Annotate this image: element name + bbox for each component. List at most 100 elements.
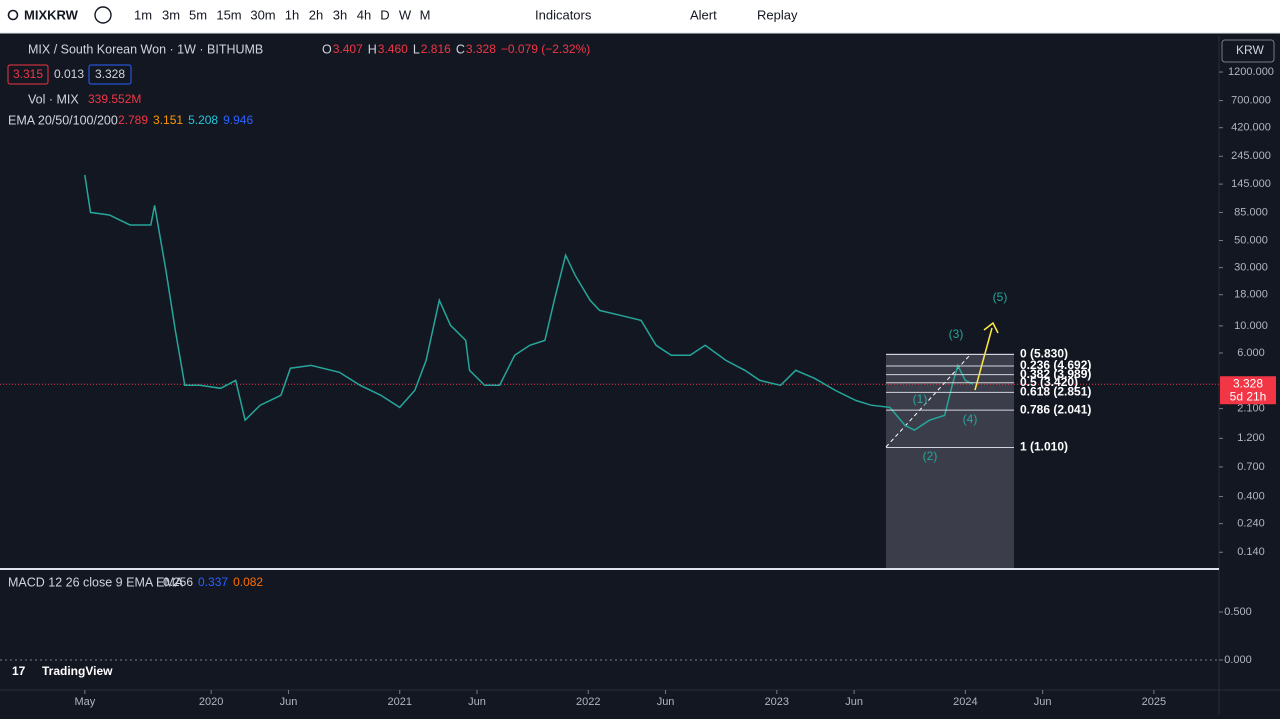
- y-tick-label: 10.000: [1234, 320, 1268, 332]
- ema-value: 3.151: [153, 113, 183, 127]
- price-line: [84, 174, 974, 431]
- macd-value: 0.256: [163, 575, 193, 589]
- ema-label: EMA 20/50/100/200: [8, 113, 118, 127]
- search-icon[interactable]: [7, 9, 19, 21]
- interval[interactable]: W: [399, 7, 412, 22]
- y-tick-label: 1200.000: [1228, 66, 1274, 78]
- countdown: 5d 21h: [1230, 389, 1267, 403]
- ohlc-key: O: [322, 42, 332, 56]
- currency-box[interactable]: [1221, 39, 1275, 63]
- y-tick-label: 0.400: [1237, 490, 1265, 502]
- wave-label: (1): [913, 392, 928, 406]
- ask: 3.328: [95, 67, 125, 81]
- ohlc-value: 2.816: [421, 42, 451, 56]
- ask-box[interactable]: [88, 64, 132, 85]
- interval[interactable]: 5m: [189, 7, 207, 22]
- bid-box[interactable]: [7, 64, 49, 85]
- fib-label: 1 (1.010): [1020, 440, 1068, 454]
- ohlc-value: 3.460: [378, 42, 408, 56]
- wave-label: (5): [993, 290, 1008, 304]
- fib-label: 0.382 (3.989): [1020, 367, 1091, 381]
- fib-label: 0.236 (4.692): [1020, 358, 1091, 372]
- alert-button[interactable]: Alert: [690, 7, 717, 22]
- currency[interactable]: KRW: [1236, 43, 1264, 57]
- interval[interactable]: D: [380, 7, 389, 22]
- macd-value: 0.337: [198, 575, 228, 589]
- ema-value: 9.946: [223, 113, 253, 127]
- macd-tick-label: 0.000: [1224, 654, 1252, 666]
- y-tick-label: 0.700: [1237, 461, 1265, 473]
- ohlc-value: 3.407: [333, 42, 363, 56]
- x-tick-label: Jun: [280, 696, 298, 708]
- x-tick-label: 2024: [953, 696, 977, 708]
- wave-label: (4): [963, 412, 978, 426]
- logo: TradingView: [42, 664, 113, 678]
- spread: 0.013: [54, 67, 84, 81]
- last-price-label: 3.328: [1233, 376, 1263, 390]
- volume-label: Vol · MIX: [28, 92, 79, 106]
- y-tick-label: 145.000: [1231, 178, 1271, 190]
- x-tick-label: May: [74, 696, 95, 708]
- y-tick-label: 30.000: [1234, 262, 1268, 274]
- volume-value: 339.552M: [88, 92, 141, 106]
- x-tick-label: Jun: [468, 696, 486, 708]
- fib-box: [886, 353, 1014, 568]
- y-tick-label: 50.000: [1234, 234, 1268, 246]
- logo-mark: 17: [12, 664, 26, 678]
- arrow-head: [983, 321, 999, 334]
- replay-button[interactable]: Replay: [757, 7, 798, 22]
- x-tick-label: Jun: [1034, 696, 1052, 708]
- toolbar: [0, 0, 1280, 33]
- y-tick-label: 6.000: [1237, 347, 1265, 359]
- chart-symbol-title: MIX / South Korean Won · 1W · BITHUMB: [28, 42, 263, 56]
- macd-value: 0.082: [233, 575, 263, 589]
- x-tick-label: Jun: [845, 696, 863, 708]
- interval[interactable]: 30m: [250, 7, 275, 22]
- interval[interactable]: 4h: [357, 7, 371, 22]
- y-tick-label: 700.000: [1231, 95, 1271, 107]
- x-tick-label: 2021: [387, 696, 411, 708]
- ohlc-value: 3.328: [466, 42, 496, 56]
- x-tick-label: 2020: [199, 696, 223, 708]
- indicators-button[interactable]: Indicators: [535, 7, 592, 22]
- interval[interactable]: 1m: [134, 7, 152, 22]
- x-tick-label: Jun: [657, 696, 675, 708]
- change: −0.079 (−2.32%): [501, 42, 590, 56]
- x-tick-label: 2023: [765, 696, 789, 708]
- ema-value: 5.208: [188, 113, 218, 127]
- bid: 3.315: [13, 67, 43, 81]
- interval[interactable]: 1h: [285, 7, 299, 22]
- ohlc-key: L: [413, 42, 420, 56]
- ohlc-key: C: [456, 42, 465, 56]
- interval[interactable]: 3h: [333, 7, 347, 22]
- y-tick-label: 18.000: [1234, 289, 1268, 301]
- x-tick-label: 2022: [576, 696, 600, 708]
- fib-label: 0.618 (2.851): [1020, 385, 1091, 399]
- y-tick-label: 245.000: [1231, 150, 1271, 162]
- y-tick-label: 85.000: [1234, 206, 1268, 218]
- fib-label: 0.786 (2.041): [1020, 402, 1091, 416]
- interval[interactable]: M: [420, 7, 431, 22]
- last-price-box: [1220, 376, 1276, 405]
- macd-tick-label: 0.500: [1224, 606, 1252, 618]
- macd-title: MACD 12 26 close 9 EMA EMA: [8, 575, 184, 589]
- y-tick-label: 0.240: [1237, 518, 1265, 530]
- ohlc-key: H: [368, 42, 377, 56]
- y-tick-label: 2.100: [1237, 403, 1265, 415]
- ema-value: 2.789: [118, 113, 148, 127]
- chart-area: [1, 36, 1219, 690]
- add-symbol[interactable]: [94, 6, 112, 24]
- symbol[interactable]: MIXKRW: [24, 7, 79, 22]
- projection-arrow: [974, 327, 993, 391]
- interval[interactable]: 3m: [162, 7, 180, 22]
- wave-label: (3): [949, 327, 964, 341]
- interval[interactable]: 2h: [309, 7, 323, 22]
- wave-label: (2): [923, 449, 938, 463]
- interval[interactable]: 15m: [216, 7, 241, 22]
- fib-label: 0.5 (3.420): [1020, 375, 1078, 389]
- y-tick-label: 0.140: [1237, 546, 1265, 558]
- fib-label: 0 (5.830): [1020, 347, 1068, 361]
- x-tick-label: 2025: [1142, 696, 1166, 708]
